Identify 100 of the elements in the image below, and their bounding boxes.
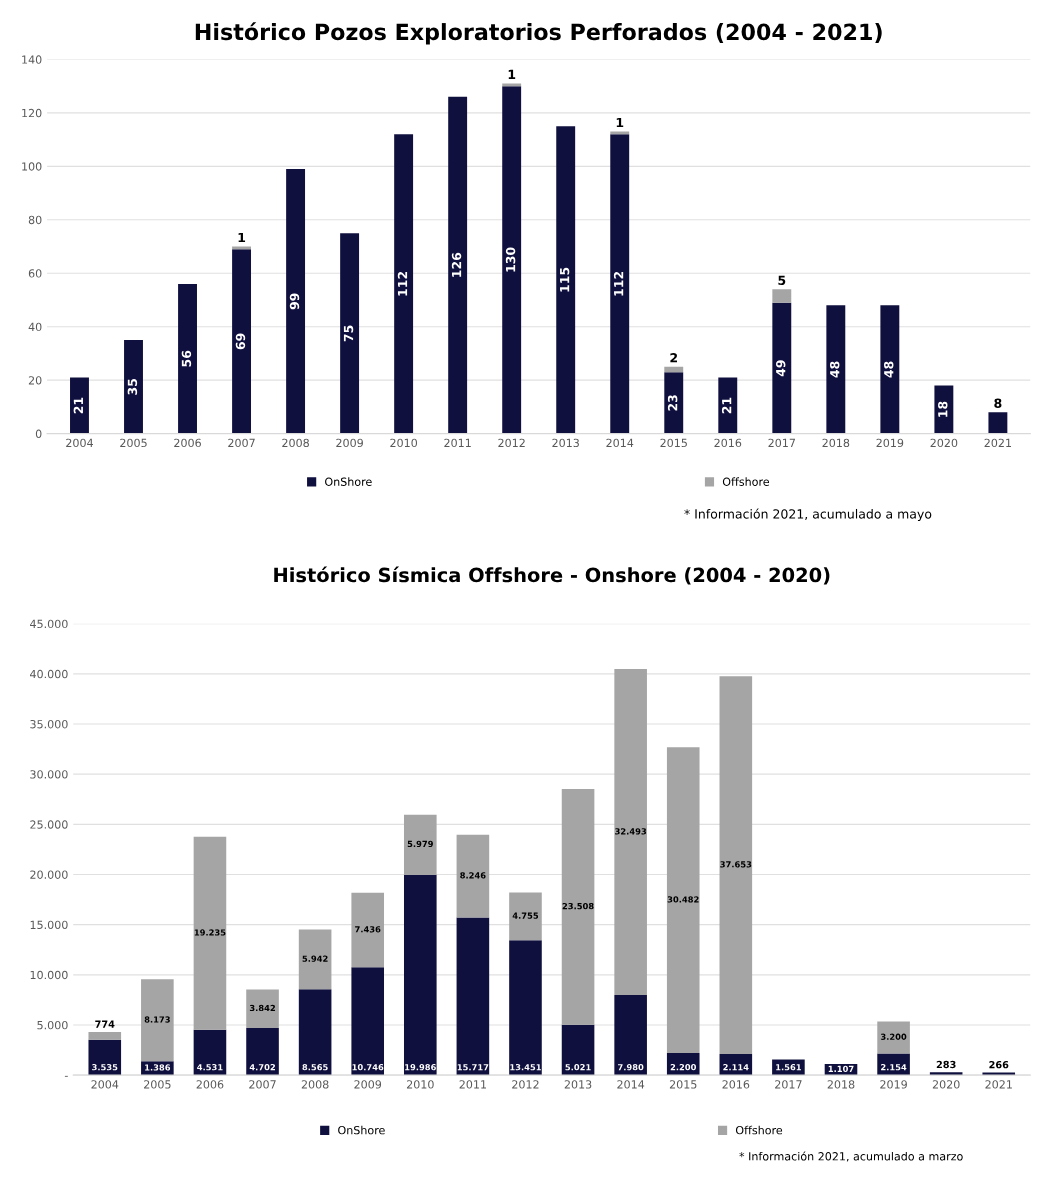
- data-label: 2.200: [670, 1064, 697, 1071]
- y-tick-label: 40: [28, 322, 42, 332]
- data-label: 774: [95, 1020, 115, 1028]
- bar: [298, 989, 332, 1076]
- bar: [351, 892, 385, 968]
- data-label: 2: [670, 353, 678, 363]
- x-tick-label: 2020: [932, 1080, 960, 1089]
- bar: [298, 929, 332, 990]
- bar: [232, 249, 252, 434]
- data-label: 56: [181, 350, 192, 367]
- y-tick-label: 35.000: [30, 719, 68, 729]
- bar: [666, 747, 700, 1054]
- data-label: 1.107: [828, 1065, 854, 1073]
- x-tick-label: 2009: [354, 1080, 382, 1089]
- x-tick-label: 2021: [985, 1080, 1012, 1089]
- bar: [70, 377, 89, 434]
- bar: [502, 83, 522, 87]
- data-label: 8: [994, 398, 1002, 408]
- data-label: 1.386: [145, 1064, 171, 1071]
- bar: [509, 940, 542, 1076]
- data-label: 18: [938, 401, 948, 417]
- chart-title: Histórico Sísmica Offshore - Onshore (2004 - 2020): [274, 566, 830, 585]
- x-tick-label: 2017: [775, 1080, 802, 1089]
- y-tick-label: 5.000: [37, 1020, 68, 1030]
- y-tick-label: 25.000: [30, 820, 68, 829]
- data-label: 3.842: [249, 1004, 275, 1012]
- bar: [664, 372, 684, 434]
- bar: [178, 283, 197, 434]
- y-tick-label: 140: [22, 55, 42, 64]
- bar: [509, 892, 542, 941]
- x-tick-label: 2019: [880, 1080, 907, 1089]
- data-label: 35: [127, 379, 138, 395]
- y-tick-label: 0: [35, 429, 42, 438]
- data-label: 69: [235, 333, 246, 350]
- bar: [826, 305, 846, 434]
- bar: [880, 305, 900, 434]
- bar: [772, 302, 792, 434]
- data-label: 21: [73, 397, 83, 414]
- bar: [394, 134, 414, 434]
- legend-label: OnShore: [338, 1125, 385, 1135]
- bar: [934, 385, 954, 434]
- x-tick-label: 2005: [144, 1080, 171, 1089]
- legend-label: Offshore: [735, 1125, 783, 1135]
- bar: [664, 366, 684, 373]
- data-label: 99: [289, 293, 300, 310]
- x-tick-label: 2018: [822, 438, 850, 448]
- x-tick-label: 2013: [552, 438, 579, 448]
- data-label: 2.154: [881, 1064, 907, 1071]
- data-label: 126: [451, 252, 462, 277]
- bar: [988, 412, 1008, 434]
- data-label: 8.246: [460, 872, 486, 879]
- data-label: 15.717: [457, 1064, 489, 1071]
- data-label: 4.531: [197, 1064, 223, 1071]
- data-label: 115: [560, 267, 570, 292]
- data-label: 23.508: [562, 902, 594, 910]
- data-label: 112: [613, 271, 624, 296]
- data-label: 30.482: [667, 896, 699, 903]
- bar: [502, 86, 522, 434]
- x-tick-label: 2019: [876, 438, 904, 448]
- bar: [456, 834, 490, 918]
- y-tick-label: 60: [28, 269, 42, 278]
- x-tick-label: 2016: [714, 438, 742, 448]
- data-label: 1: [508, 69, 516, 79]
- bar: [448, 96, 468, 434]
- data-label: 10.746: [352, 1064, 384, 1071]
- data-label: 1: [238, 232, 246, 243]
- x-tick-label: 2010: [406, 1080, 434, 1089]
- bar: [340, 233, 360, 434]
- bar: [351, 967, 385, 1076]
- bar: [246, 1027, 279, 1076]
- data-label: 5.979: [407, 840, 433, 848]
- data-label: 19.986: [405, 1064, 436, 1071]
- legend-label: Offshore: [722, 477, 770, 486]
- x-tick-label: 2014: [606, 438, 634, 448]
- bar: [124, 340, 143, 434]
- bar: [614, 995, 647, 1076]
- x-tick-label: 2021: [984, 438, 1012, 448]
- data-label: 48: [829, 361, 840, 378]
- data-label: 5.942: [302, 955, 328, 962]
- bar: [772, 289, 792, 303]
- x-tick-label: 2005: [120, 438, 147, 448]
- y-tick-label: 15.000: [30, 920, 68, 930]
- bar: [719, 676, 753, 1054]
- text: * Información 2021, acumulado a marzo: [739, 1151, 963, 1162]
- bar: [561, 1024, 595, 1076]
- data-label: 3.535: [92, 1064, 118, 1071]
- bar: [193, 836, 227, 1030]
- x-tick-label: 2015: [669, 1080, 697, 1089]
- data-label: 19.235: [194, 929, 226, 936]
- bar: [614, 669, 647, 996]
- legend-label: OnShore: [325, 477, 372, 486]
- bar: [403, 814, 437, 875]
- x-tick-label: 2011: [444, 438, 471, 448]
- data-label: 8.173: [144, 1016, 170, 1023]
- x-tick-label: 2006: [174, 438, 201, 448]
- bar: [141, 979, 174, 1062]
- data-label: 283: [936, 1060, 956, 1069]
- bar: [718, 377, 738, 434]
- data-label: 130: [505, 247, 516, 272]
- data-label: 2.114: [723, 1064, 749, 1071]
